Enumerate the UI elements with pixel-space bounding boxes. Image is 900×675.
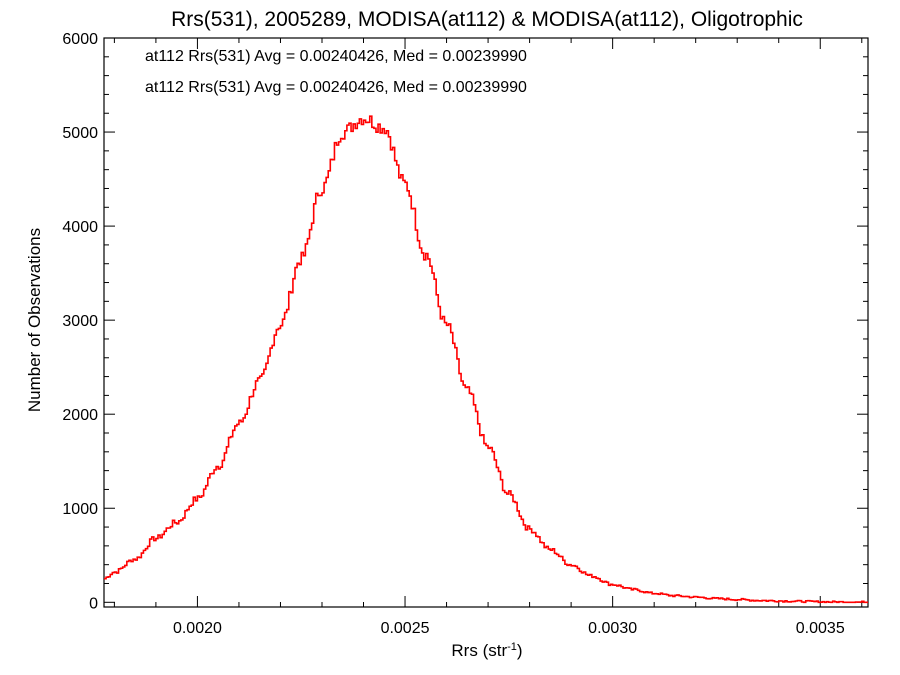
x-tick-label: 0.0020 xyxy=(173,620,222,637)
x-axis-label-main: Rrs (str xyxy=(451,641,507,660)
x-axis-label-close: ) xyxy=(517,641,523,660)
x-tick-label: 0.0030 xyxy=(588,620,637,637)
axis-ticks xyxy=(104,37,868,607)
histogram-series-line xyxy=(104,115,868,604)
x-axis-label: Rrs (str-1) xyxy=(451,641,522,660)
plot-border xyxy=(103,37,869,608)
y-tick-label: 5000 xyxy=(62,125,98,142)
y-tick-label: 6000 xyxy=(62,31,98,48)
y-tick-label: 3000 xyxy=(62,313,98,330)
plot-frame xyxy=(103,37,869,608)
stats-annotation-black: at112 Rrs(531) Avg = 0.00240426, Med = 0… xyxy=(145,48,527,65)
y-tick-label: 2000 xyxy=(62,407,98,424)
y-tick-label: 4000 xyxy=(62,219,98,236)
y-tick-label: 0 xyxy=(89,595,98,612)
chart-title: Rrs(531), 2005289, MODISA(at112) & MODIS… xyxy=(171,8,803,31)
y-axis-label: Number of Observations xyxy=(25,228,44,412)
y-tick-label: 1000 xyxy=(62,501,98,518)
x-tick-label: 0.0025 xyxy=(381,620,430,637)
stats-annotation-red: at112 Rrs(531) Avg = 0.00240426, Med = 0… xyxy=(145,79,527,96)
x-axis-label-sup: -1 xyxy=(507,641,517,653)
tick-labels: 0.0020 0.0025 0.0030 0.0035 0 1000 2000 3000 400… xyxy=(62,31,844,637)
x-tick-label: 0.0035 xyxy=(796,620,845,637)
